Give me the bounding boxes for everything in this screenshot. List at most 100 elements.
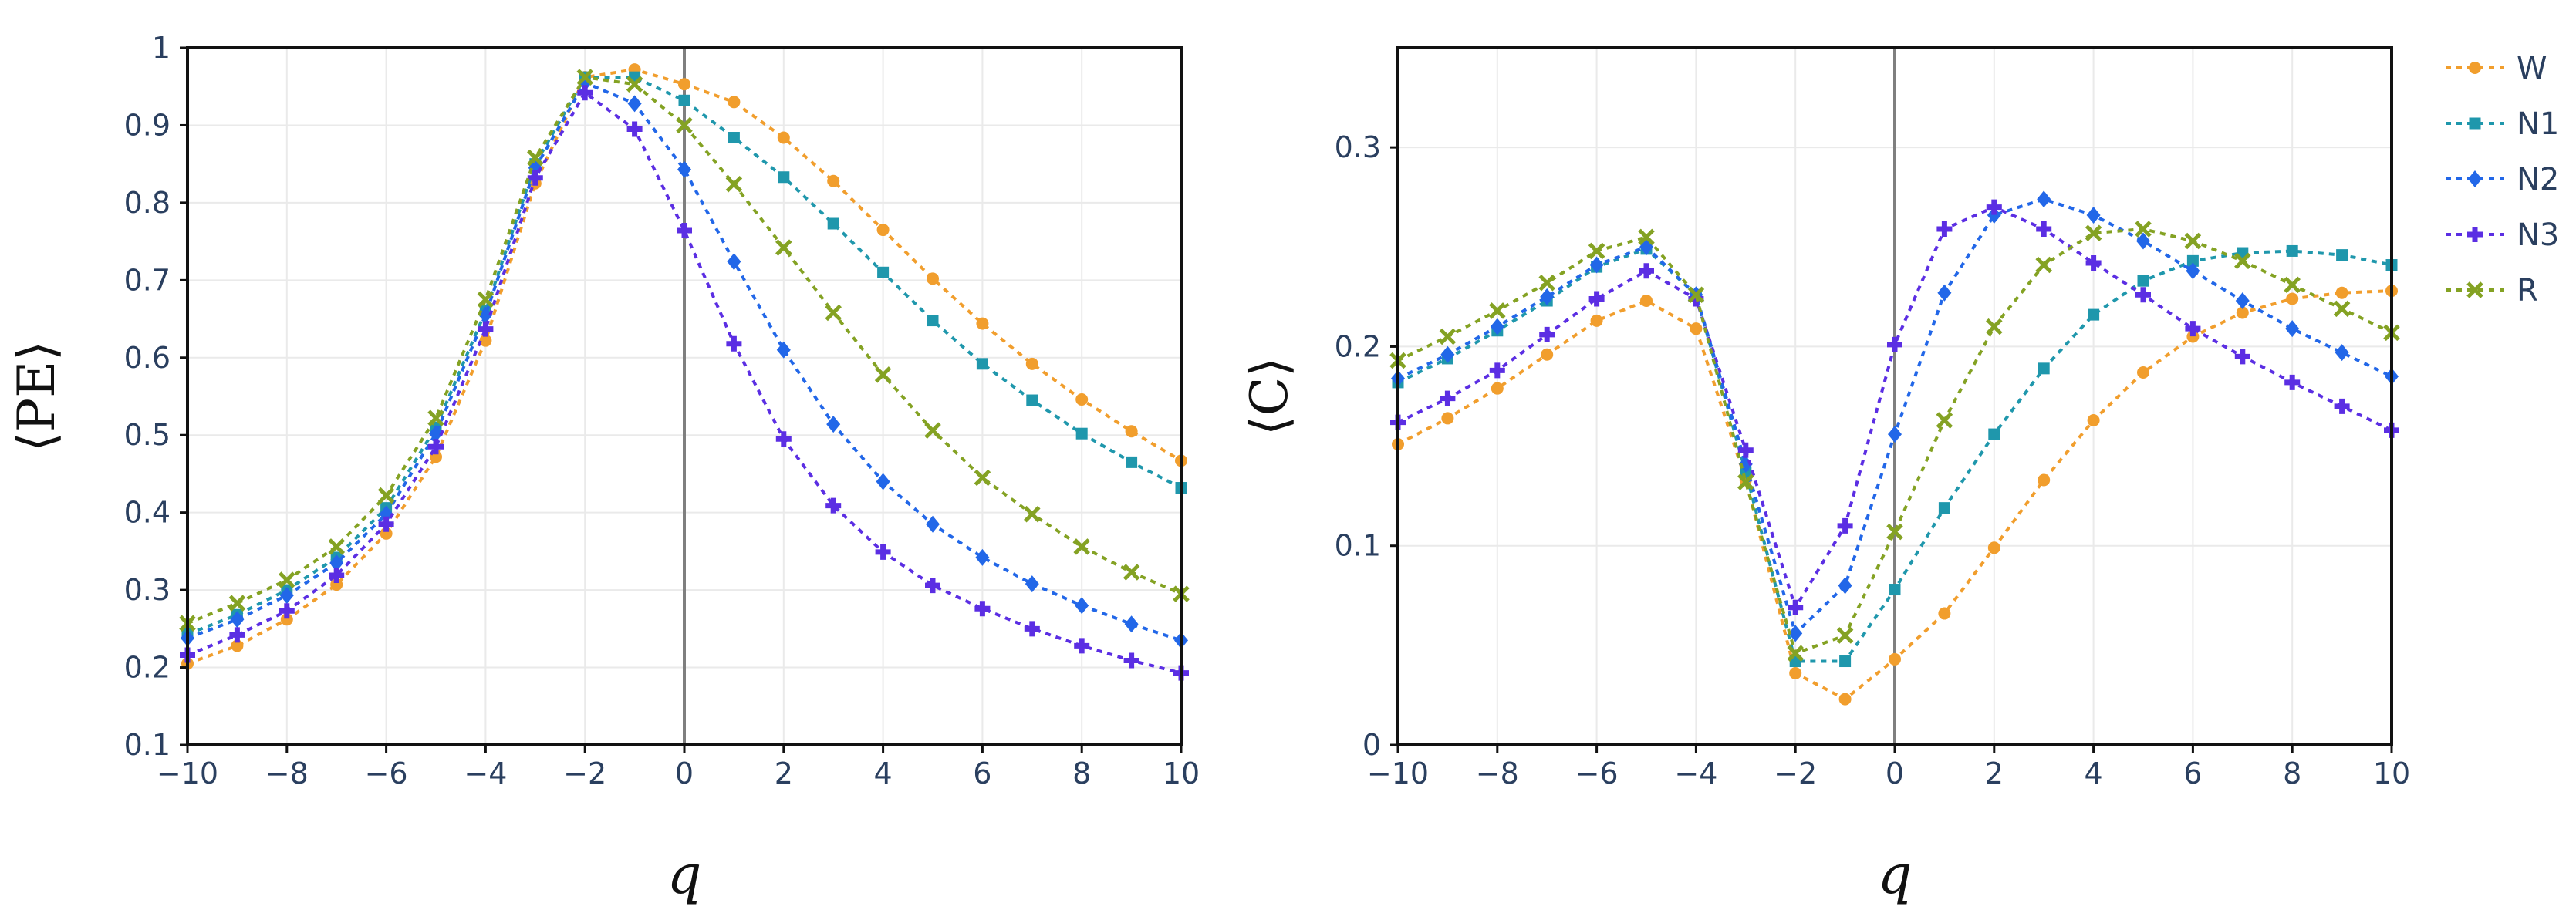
data-point-r — [1439, 328, 1457, 345]
data-point-r — [427, 409, 444, 426]
data-point-n2 — [478, 306, 493, 324]
data-point-n2 — [1937, 284, 1952, 302]
data-point-w — [1789, 667, 1802, 680]
data-point-n3 — [626, 121, 643, 137]
data-point-r — [874, 366, 892, 383]
data-point-n2 — [329, 554, 344, 571]
data-point-n1 — [2286, 244, 2298, 257]
data-point-r — [676, 116, 693, 134]
data-point-n2 — [677, 160, 691, 178]
legend: W N1 N2 N3 R — [2446, 51, 2559, 308]
data-point-n3 — [577, 85, 593, 101]
data-point-w — [678, 78, 690, 91]
data-point-r — [1123, 564, 1140, 581]
data-point-r — [1737, 473, 1754, 490]
data-point-n1 — [1889, 584, 1901, 596]
data-point-n1 — [877, 266, 890, 278]
legend-item-n1[interactable]: N1 — [2446, 106, 2559, 142]
data-point-n3 — [1123, 652, 1139, 669]
y-tick-label: 0.1 — [1335, 529, 1381, 563]
data-point-r — [2284, 276, 2301, 294]
data-point-r — [1936, 412, 1953, 429]
data-point-w — [777, 131, 790, 144]
data-point-n2 — [2086, 206, 2101, 224]
data-point-n3 — [428, 439, 444, 455]
data-point-r — [2333, 300, 2351, 318]
x-tick-label: −10 — [157, 757, 218, 790]
data-point-n3 — [1024, 621, 1040, 637]
data-point-n1 — [678, 94, 690, 106]
legend-item-n3[interactable]: N3 — [2446, 217, 2559, 253]
legend-item-w[interactable]: W — [2446, 51, 2547, 86]
data-point-w — [1590, 314, 1603, 327]
y-tick-label: 0.8 — [124, 186, 170, 220]
data-point-n2 — [1838, 577, 1852, 595]
data-point-n3 — [1074, 638, 1090, 654]
data-point-n2 — [1589, 256, 1604, 274]
data-point-n3 — [478, 321, 494, 337]
data-point-w — [2038, 473, 2051, 487]
x-tick-label: −8 — [265, 757, 309, 790]
data-point-r — [377, 487, 395, 504]
data-point-n2 — [279, 587, 294, 605]
y-tick-label: 0.1 — [124, 728, 170, 762]
data-point-n1 — [1026, 394, 1038, 406]
data-point-r — [2085, 224, 2102, 241]
data-point-n2 — [876, 473, 890, 490]
data-point-r — [974, 469, 991, 487]
data-point-r — [1024, 505, 1041, 523]
data-point-n2 — [2186, 262, 2200, 280]
data-point-n3 — [1539, 326, 1555, 342]
data-point-n3 — [2135, 287, 2151, 303]
series-r — [179, 69, 1190, 632]
y-tick-label: 0.6 — [124, 341, 170, 375]
data-point-n2 — [1075, 597, 1089, 615]
data-point-n1 — [2336, 249, 2348, 261]
left-chart-pe: −10 −8 −6 −4 −2 0 2 4 6 8 10 0.1 0.2 0.3 0.4 0.5 0.6 0.7 0… — [7, 31, 1200, 906]
data-point-n3 — [1588, 291, 1605, 307]
data-point-n3 — [527, 170, 543, 186]
data-point-r — [2234, 252, 2251, 270]
x-tick-label: 6 — [973, 757, 991, 790]
data-point-n1 — [827, 217, 839, 230]
data-point-n2 — [1987, 206, 2001, 224]
data-point-w — [2286, 292, 2299, 305]
x-tick-label: 4 — [874, 757, 893, 790]
data-point-w — [1125, 425, 1138, 438]
data-point-n1 — [1126, 456, 1138, 468]
data-point-r — [228, 595, 246, 612]
data-point-n3 — [677, 223, 692, 239]
legend-marker-n2 — [2468, 170, 2482, 187]
data-point-w — [2087, 413, 2100, 426]
series-n3 — [180, 85, 1189, 681]
series-n2 — [181, 74, 1188, 649]
x-tick-label: −6 — [1575, 757, 1619, 790]
data-point-r — [1687, 286, 1705, 304]
data-point-n1 — [1988, 428, 2000, 440]
y-tick-label: 0.7 — [124, 263, 170, 297]
data-point-r — [1986, 318, 2003, 335]
data-point-w — [1987, 541, 2000, 554]
data-point-w — [1441, 412, 1454, 425]
data-point-n3 — [229, 627, 245, 643]
data-point-n2 — [379, 505, 393, 523]
x-tick-label: 8 — [1072, 757, 1091, 790]
data-point-n1 — [2088, 308, 2100, 321]
legend-item-r[interactable]: R — [2446, 273, 2538, 308]
y-tick-label: 0.2 — [124, 651, 170, 685]
data-point-n2 — [727, 253, 741, 271]
data-point-w — [2236, 306, 2249, 319]
legend-item-n2[interactable]: N2 — [2446, 162, 2559, 197]
data-point-n3 — [2234, 349, 2250, 365]
series-line-n2 — [187, 80, 1182, 642]
legend-marker-w — [2469, 62, 2481, 74]
legend-label: N3 — [2517, 217, 2559, 253]
y-tick-label: 1 — [152, 31, 170, 65]
data-point-n3 — [875, 544, 891, 560]
data-point-w — [1690, 322, 1703, 335]
data-point-n2 — [2235, 292, 2250, 310]
data-point-r — [576, 69, 593, 86]
x-tick-label: 10 — [1163, 757, 1200, 790]
x-tick-label: −2 — [563, 757, 606, 790]
